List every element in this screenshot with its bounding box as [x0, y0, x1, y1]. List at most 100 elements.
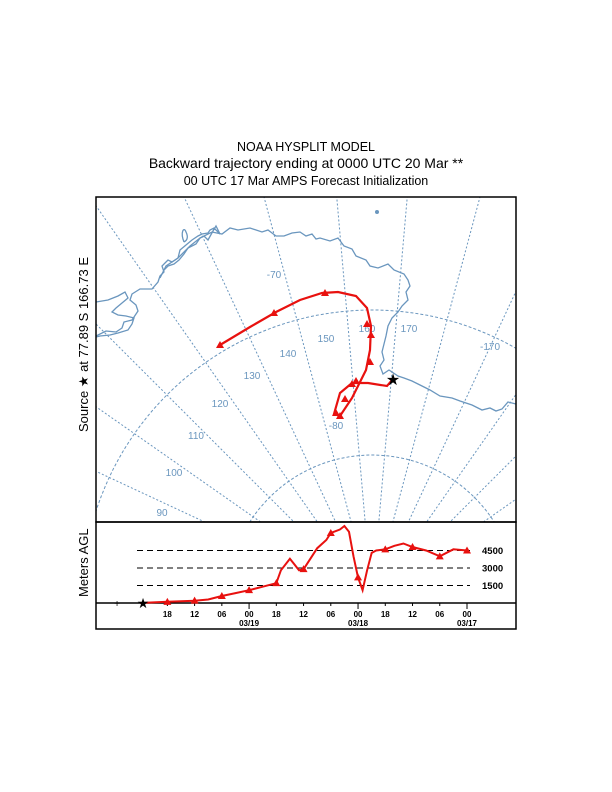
source-star-marker: ★ [386, 370, 400, 389]
x-tick-label: 18 [163, 610, 172, 619]
x-tick-label: 00 [245, 610, 254, 619]
meridian-label: 110 [188, 431, 204, 442]
parallel-label: -80 [329, 421, 344, 432]
meridian-label: -170 [480, 342, 500, 353]
height-marker [326, 529, 335, 536]
parallel-label: -70 [267, 270, 282, 281]
meridian-line [0, 600, 372, 644]
meridian-line [263, 197, 352, 522]
meridian-label: 160 [359, 324, 376, 335]
x-tick-label: 18 [381, 610, 390, 619]
trajectory-path [219, 290, 394, 418]
height-marker [163, 597, 172, 605]
meridian-grid [0, 197, 612, 731]
coastline [96, 224, 221, 337]
chart-title: NOAA HYSPLIT MODEL [236, 140, 375, 154]
height-marker [354, 573, 363, 581]
x-tick-label: 06 [326, 610, 335, 619]
height-y-label: Meters AGL [76, 528, 91, 597]
parallel-grid [96, 309, 516, 522]
x-tick-label: 18 [272, 610, 281, 619]
height-series-markers [163, 529, 471, 605]
height-marker [435, 552, 444, 560]
meridian-label: 130 [244, 371, 261, 382]
date-label: 03/19 [239, 619, 260, 628]
height-end-star: ★ [137, 596, 150, 612]
trajectory-marker [367, 331, 375, 338]
map-frame [95, 196, 517, 523]
meridian-line [372, 556, 612, 600]
meridian-line [96, 406, 262, 522]
meridian-line [183, 197, 337, 522]
chart-subtitle: Backward trajectory ending at 0000 UTC 2… [148, 155, 464, 171]
trajectory-marker [363, 320, 371, 327]
height-panel-frame [95, 521, 517, 630]
meridian-label: 170 [401, 324, 418, 335]
coastline [159, 227, 516, 412]
meridian-line [96, 204, 318, 522]
height-marker [272, 579, 281, 587]
reference-label: 3000 [482, 564, 503, 575]
meridian-line [426, 393, 516, 522]
trajectory-marker [332, 409, 340, 416]
x-tick-label: 12 [408, 610, 417, 619]
meridian-line [378, 197, 408, 522]
coastline-island [181, 228, 188, 243]
height-marker [381, 545, 390, 553]
x-tick-label: 12 [190, 610, 199, 619]
map-panel: 90 100 110 120 130 140 150 160 170 -170 -70 -80 ★ [0, 197, 612, 731]
meridian-line [372, 600, 612, 731]
meridian-line [336, 197, 366, 522]
height-marker [408, 543, 417, 550]
meridian-line [407, 290, 516, 522]
trajectory-marker [321, 289, 329, 296]
reference-labels: 1500 3000 4500 [482, 546, 503, 592]
reference-label: 1500 [482, 581, 503, 592]
height-marker [190, 596, 199, 604]
height-panel: ★ + [96, 524, 516, 612]
meridian-label: 140 [280, 349, 297, 360]
trajectory-marker [336, 412, 344, 419]
x-tick-label: 00 [354, 610, 363, 619]
meridian-label: 100 [166, 468, 183, 479]
height-start-plus: + [114, 599, 120, 610]
x-tick-label: 06 [217, 610, 226, 619]
height-marker [217, 592, 226, 599]
trajectory-marker [216, 341, 224, 348]
meridian-line [0, 469, 372, 600]
chart-subtitle-2: 00 UTC 17 Mar AMPS Forecast Initializati… [183, 174, 429, 188]
reference-label: 4500 [482, 546, 503, 557]
height-marker [299, 565, 308, 573]
meridian-line [0, 600, 372, 731]
map-y-label: Source ★ at 77.89 S 166.73 E [76, 257, 91, 432]
map-grid-labels: 90 100 110 120 130 140 150 160 170 -170 -70 -80 [156, 270, 500, 519]
trajectory-marker [352, 377, 360, 384]
x-tick-label: 12 [299, 610, 308, 619]
coastline [96, 291, 135, 338]
x-tick-label: 06 [435, 610, 444, 619]
meridian-line [96, 470, 206, 522]
meridian-line [372, 600, 612, 644]
parallel-line [96, 309, 516, 513]
trajectory-marker [348, 380, 356, 387]
trajectory-marker [341, 395, 349, 402]
trajectory-marker [270, 309, 278, 316]
height-marker [463, 546, 471, 554]
meridian-line [392, 197, 481, 522]
height-marker [245, 586, 254, 594]
date-label: 03/17 [457, 619, 478, 628]
island-dot [375, 210, 379, 214]
date-label: 03/18 [348, 619, 369, 628]
trajectory-markers [216, 289, 375, 419]
meridian-label: 150 [318, 334, 335, 345]
parallel-line [249, 454, 495, 522]
x-ticks [166, 603, 468, 609]
meridian-line [96, 323, 295, 522]
reference-lines [137, 550, 470, 586]
meridian-label: 120 [212, 399, 229, 410]
height-series-line [140, 524, 468, 604]
x-tick-label: 00 [463, 610, 472, 619]
meridian-line [0, 556, 372, 600]
